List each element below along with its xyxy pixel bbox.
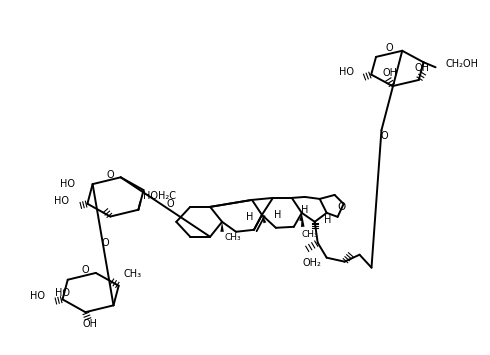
Text: HO: HO — [54, 196, 70, 206]
Text: OH: OH — [382, 68, 397, 78]
Text: OH₂: OH₂ — [303, 258, 322, 268]
Text: HO: HO — [29, 291, 45, 301]
Text: O: O — [381, 131, 388, 141]
Text: H: H — [324, 215, 331, 225]
Polygon shape — [299, 213, 302, 221]
Text: H: H — [274, 210, 282, 220]
Text: HOH₂C: HOH₂C — [144, 191, 176, 201]
Text: HO: HO — [55, 288, 70, 298]
Text: O: O — [101, 238, 109, 248]
Text: O: O — [107, 170, 115, 180]
Text: H: H — [301, 205, 308, 215]
Text: O: O — [385, 43, 393, 53]
Text: CH₃: CH₃ — [224, 233, 241, 242]
Polygon shape — [262, 215, 267, 223]
Text: O: O — [167, 199, 174, 209]
Text: O: O — [82, 265, 90, 275]
Text: CH₃: CH₃ — [123, 269, 142, 279]
Text: CH₂OH: CH₂OH — [445, 59, 479, 69]
Text: HO: HO — [339, 67, 354, 77]
Text: HO: HO — [60, 179, 74, 189]
Polygon shape — [301, 213, 304, 227]
Text: O: O — [338, 202, 346, 212]
Text: OH: OH — [83, 319, 98, 329]
Text: H: H — [246, 212, 254, 222]
Polygon shape — [220, 222, 224, 232]
Text: OH: OH — [414, 63, 429, 73]
Text: CH₃: CH₃ — [302, 230, 318, 239]
